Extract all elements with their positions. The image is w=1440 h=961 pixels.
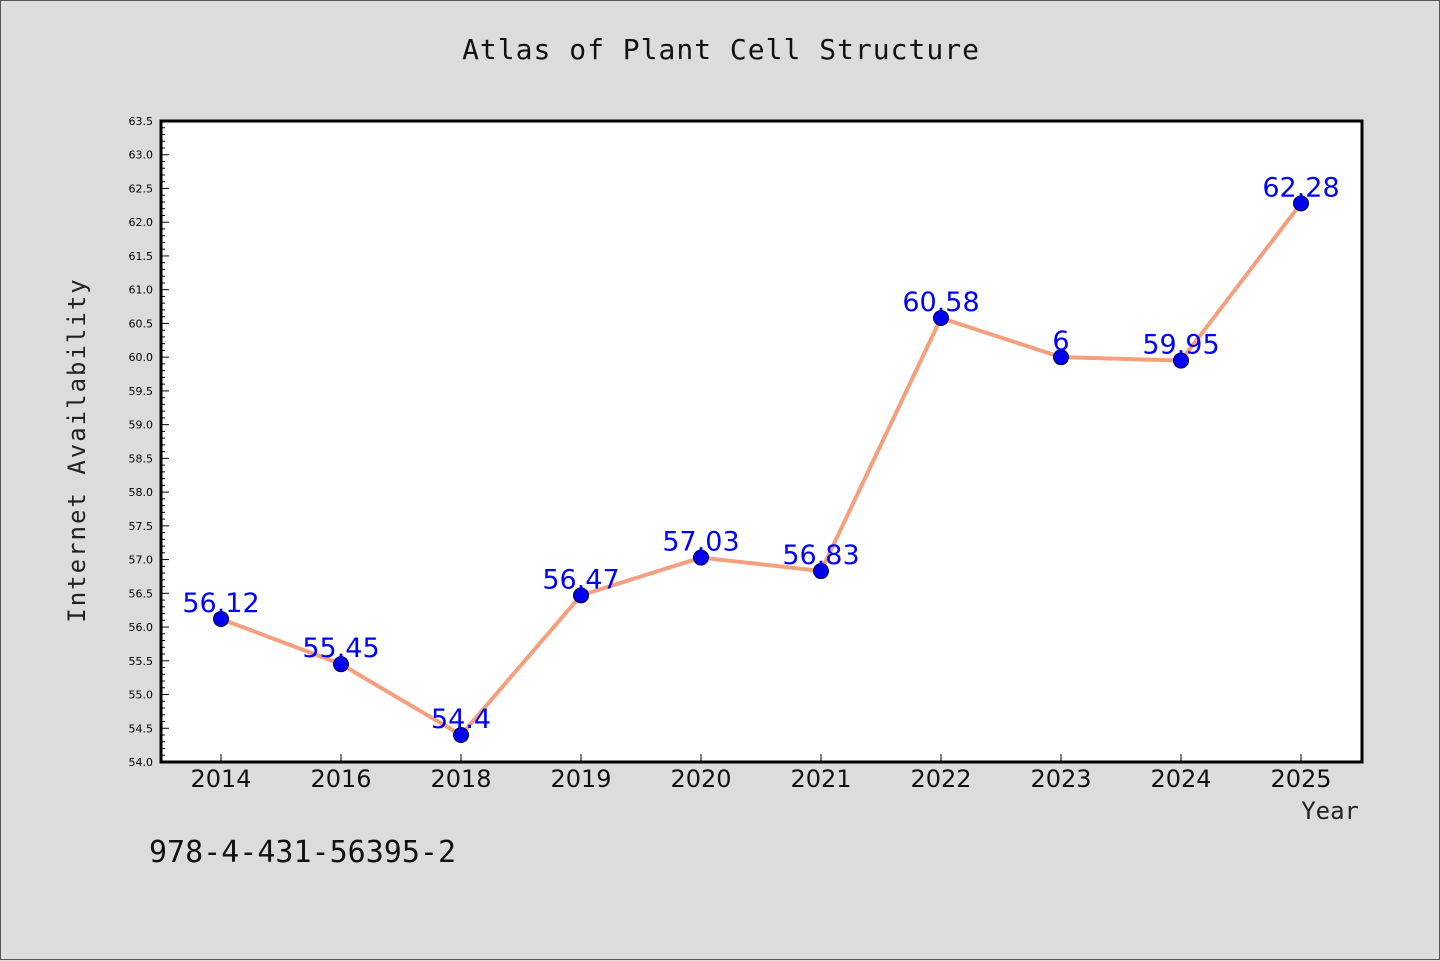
x-tick-label: 2022 — [910, 765, 971, 793]
data-point — [813, 563, 829, 580]
y-tick-label: 63.0 — [129, 149, 154, 162]
data-label: 59.95 — [1142, 330, 1219, 361]
y-tick-label: 58.0 — [129, 486, 154, 499]
x-tick-label: 2020 — [670, 765, 731, 793]
y-tick-label: 55.0 — [129, 689, 154, 702]
y-tick-label: 59.0 — [129, 419, 154, 432]
x-tick-label: 2014 — [190, 765, 251, 793]
x-tick-label: 2024 — [1150, 765, 1211, 793]
y-tick-label: 60.0 — [129, 351, 154, 364]
y-tick-label: 57.5 — [129, 520, 154, 533]
data-point — [1053, 349, 1069, 366]
y-tick-label: 61.5 — [129, 250, 154, 263]
data-point — [333, 656, 349, 673]
y-tick-label: 59.5 — [129, 385, 154, 398]
x-tick-label: 2019 — [550, 765, 611, 793]
y-axis-label: Internet Availability — [63, 277, 91, 623]
y-tick-label: 62.5 — [129, 182, 154, 195]
data-point — [693, 549, 709, 566]
y-tick-label: 58.5 — [129, 452, 154, 465]
data-point — [1173, 352, 1189, 369]
y-tick-label: 57.0 — [129, 554, 154, 567]
data-label: 54.4 — [431, 704, 491, 735]
data-point — [573, 587, 589, 604]
y-tick-label: 56.5 — [129, 587, 154, 600]
data-label: 56.47 — [542, 564, 619, 595]
data-label: 55.45 — [302, 633, 379, 664]
data-label: 62.28 — [1262, 172, 1339, 203]
data-point — [933, 310, 949, 327]
data-label: 6 — [1052, 326, 1069, 357]
y-tick-label: 55.5 — [129, 655, 154, 668]
data-label: 56.12 — [182, 588, 259, 619]
x-tick-label: 2016 — [310, 765, 371, 793]
series-line — [219, 201, 1303, 738]
data-point — [213, 610, 229, 627]
plot-area — [161, 121, 1362, 762]
data-point — [453, 727, 469, 744]
y-tick-label: 54.5 — [129, 722, 154, 735]
y-tick-label: 60.5 — [129, 317, 154, 330]
data-label: 60.58 — [902, 287, 979, 318]
x-tick-label: 2025 — [1270, 765, 1331, 793]
y-tick-label: 61.0 — [129, 284, 154, 297]
data-label: 57.03 — [662, 527, 739, 558]
data-label: 56.83 — [782, 540, 859, 571]
data-point — [1293, 195, 1309, 212]
plot-frame — [159, 119, 1364, 764]
x-axis-label: Year — [1301, 797, 1359, 825]
y-tick-label: 56.0 — [129, 621, 154, 634]
x-tick-label: 2023 — [1030, 765, 1091, 793]
x-tick-label: 2018 — [430, 765, 491, 793]
chart-title: Atlas of Plant Cell Structure — [462, 33, 980, 66]
y-tick-label: 63.5 — [129, 115, 154, 128]
y-tick-label: 62.0 — [129, 216, 154, 229]
x-tick-label: 2021 — [790, 765, 851, 793]
isbn-code: 978-4-431-56395-2 — [149, 835, 457, 870]
y-tick-label: 54.0 — [129, 756, 154, 769]
